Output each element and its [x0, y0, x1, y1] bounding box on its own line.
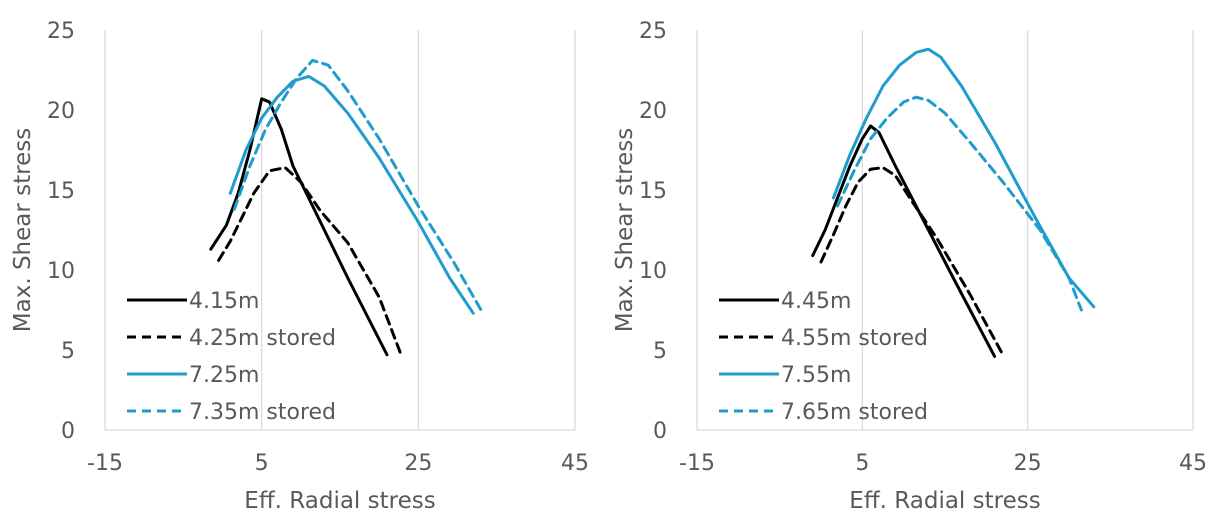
- series-line-4-15m: [209, 97, 389, 357]
- y-tick-label: 20: [639, 99, 667, 124]
- legend-label: 4.45m: [781, 289, 851, 314]
- series-line-7-35m-stored: [232, 58, 483, 312]
- series-line-7-55m: [831, 47, 1096, 309]
- series-line-4-45m: [811, 124, 997, 358]
- legend-label: 7.25m: [189, 363, 259, 388]
- legend-label: 7.65m stored: [781, 400, 928, 425]
- series-line-7-25m: [228, 74, 475, 315]
- x-tick-label: 45: [561, 451, 589, 476]
- legend-label: 4.55m stored: [781, 326, 928, 351]
- x-tick-label: 25: [1014, 451, 1042, 476]
- x-tick-label: 5: [855, 451, 869, 476]
- x-tick-label: -15: [87, 451, 123, 476]
- x-tick-label: 45: [1179, 451, 1207, 476]
- y-tick-label: 0: [653, 419, 667, 444]
- legend-label: 7.55m: [781, 363, 851, 388]
- x-tick-label: 25: [404, 451, 432, 476]
- y-tick-label: 15: [639, 179, 667, 204]
- y-tick-label: 5: [653, 339, 667, 364]
- y-tick-label: 20: [47, 99, 75, 124]
- series-line-7-65m-stored: [836, 95, 1083, 312]
- x-tick-label: 5: [255, 451, 269, 476]
- series-line-4-25m-stored: [217, 166, 403, 357]
- y-tick-label: 5: [61, 339, 75, 364]
- y-tick-label: 25: [639, 19, 667, 44]
- y-tick-label: 15: [47, 179, 75, 204]
- legend-label: 4.15m: [189, 289, 259, 314]
- legend-label: 7.35m stored: [189, 400, 336, 425]
- series-line-4-55m-stored: [819, 166, 1005, 357]
- x-axis-title: Eff. Radial stress: [244, 488, 435, 514]
- x-axis-title: Eff. Radial stress: [849, 488, 1040, 514]
- y-tick-label: 0: [61, 419, 75, 444]
- y-tick-label: 25: [47, 19, 75, 44]
- y-axis-title: Max. Shear stress: [612, 128, 638, 332]
- x-tick-label: -15: [679, 451, 715, 476]
- y-tick-label: 10: [639, 259, 667, 284]
- y-tick-label: 10: [47, 259, 75, 284]
- legend-label: 4.25m stored: [189, 326, 336, 351]
- y-axis-title: Max. Shear stress: [10, 128, 36, 332]
